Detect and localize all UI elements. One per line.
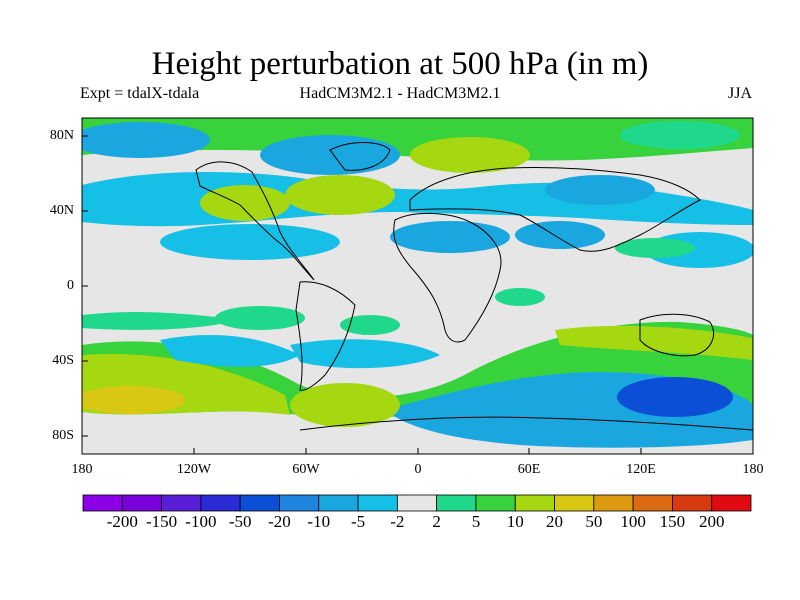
lat-tick-80s: 80S: [52, 428, 74, 443]
colorbar-label: 100: [620, 512, 646, 531]
axis-ticks: [82, 135, 642, 454]
colorbar-label: -100: [185, 512, 217, 531]
lon-tick-120w: 120W: [176, 462, 212, 477]
colorbar-swatch: [514, 494, 555, 512]
colorbar-swatch: [357, 494, 398, 512]
contour-greenland-negative: [260, 135, 400, 175]
contour-tropical-positive: [82, 312, 240, 330]
contour-south-atlantic-positive: [290, 383, 400, 427]
contour-atlantic-negative: [290, 339, 440, 369]
contour-pacific-negative: [160, 335, 300, 367]
colorbar-swatch: [121, 494, 162, 512]
contour-asia-positive: [615, 238, 695, 258]
contour-asia-negative: [545, 175, 655, 205]
contour-north-atlantic-positive: [285, 175, 395, 215]
colorbar-label: 50: [585, 512, 603, 531]
colorbar-label: -2: [390, 512, 405, 531]
colorbar-label: 2: [432, 512, 441, 531]
lon-tick-60e: 60E: [517, 462, 541, 477]
colorbar-label: -50: [228, 512, 252, 531]
colorbar-swatch: [82, 494, 123, 512]
colorbar-label: 20: [546, 512, 564, 531]
colorbar-swatch: [672, 494, 713, 512]
contour-arctic-negative: [82, 122, 210, 158]
lon-tick-180w: 180: [71, 462, 93, 477]
lat-tick-80n: 80N: [49, 128, 74, 143]
colorbar-swatch: [554, 494, 595, 512]
contour-south-negative-core: [617, 377, 733, 417]
colorbar-swatch: [239, 494, 280, 512]
lat-tick-40n: 40N: [49, 203, 74, 218]
colorbar: [82, 494, 752, 512]
colorbar-label: -5: [350, 512, 366, 531]
colorbar-swatch: [279, 494, 320, 512]
lon-tick-180e: 180: [742, 462, 764, 477]
colorbar-swatch: [475, 494, 516, 512]
colorbar-label: -20: [268, 512, 291, 531]
contour-europe-positive: [410, 137, 530, 173]
colorbar-swatch: [632, 494, 673, 512]
contour-arctic-positive: [82, 118, 753, 161]
colorbar-label: -150: [145, 512, 178, 531]
contour-tropical-positive-3: [340, 315, 400, 335]
colorbar-label: 10: [506, 512, 524, 531]
colorbar-label: -200: [106, 512, 138, 531]
lon-tick-0: 0: [414, 462, 422, 477]
contour-south-pacific-max: [82, 386, 185, 414]
coastlines: [195, 142, 753, 431]
colorbar-label: 5: [471, 512, 481, 531]
contour-arabian-negative: [515, 221, 605, 249]
colorbar-label: 200: [698, 512, 725, 531]
colorbar-swatch: [711, 494, 752, 512]
colorbar-label: -10: [307, 512, 331, 531]
lon-tick-60w: 60W: [292, 462, 320, 477]
colorbar-label: 150: [659, 512, 686, 531]
contour-tropical-positive-2: [215, 306, 305, 330]
colorbar-swatch: [436, 494, 477, 512]
experiment-label: Expt = tdalX-tdala: [80, 85, 200, 102]
lat-tick-0: 0: [67, 278, 74, 293]
lon-tick-120e: 120E: [626, 462, 656, 477]
contour-field: [82, 118, 753, 454]
contour-north-america-positive: [200, 185, 290, 221]
contour-north-pacific-negative: [160, 224, 340, 260]
lat-tick-40s: 40S: [52, 353, 74, 368]
contour-tropical-positive-4: [495, 288, 545, 306]
colorbar-swatch: [593, 494, 634, 512]
colorbar-swatch: [200, 494, 241, 512]
colorbar-swatch: [318, 494, 359, 512]
model-label: HadCM3M2.1 - HadCM3M2.1: [299, 85, 501, 102]
colorbar-swatch: [161, 494, 202, 512]
contour-saharan-negative: [390, 221, 510, 253]
season-label: JJA: [727, 85, 752, 102]
contour-siberia-positive: [620, 121, 740, 149]
map-title: Height perturbation at 500 hPa (in m): [151, 46, 649, 82]
colorbar-swatch: [396, 494, 438, 512]
